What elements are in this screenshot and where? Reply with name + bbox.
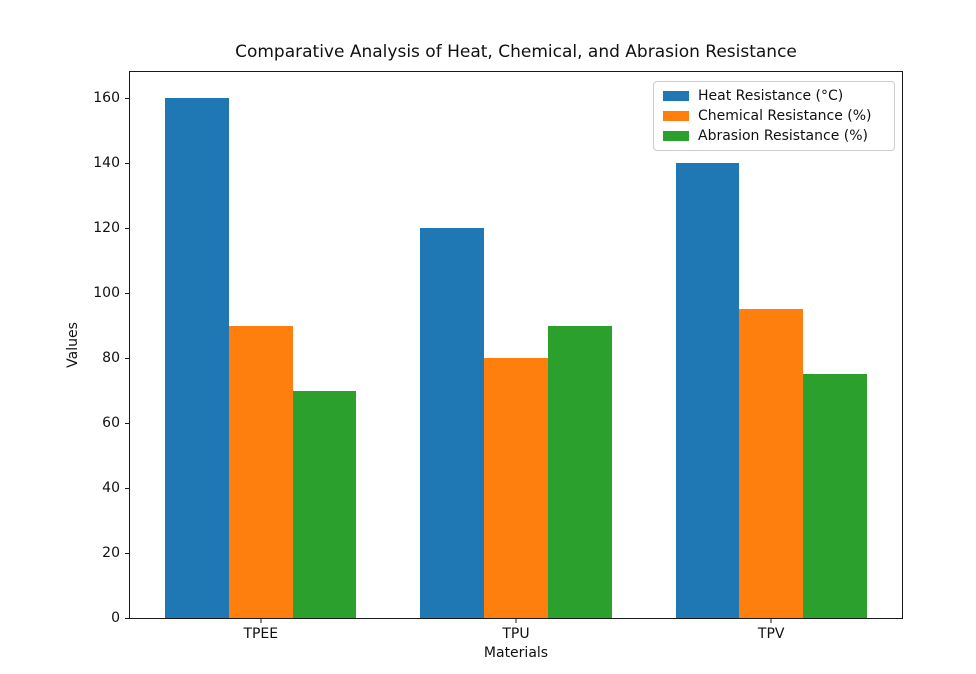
bar-heat-tpv <box>675 163 740 618</box>
x-tick-label-tpee: TPEE <box>243 626 279 642</box>
y-tick-label-20: 20 <box>102 545 120 561</box>
y-tick-label-140: 140 <box>93 155 120 171</box>
legend-label-chemical: Chemical Resistance (%) <box>698 108 872 124</box>
legend-item-chemical: Chemical Resistance (%) <box>663 109 885 123</box>
plot-area: 0 20 40 60 80 100 120 140 160 TPEE TPU TPV <box>93 71 903 641</box>
y-axis-label: Values <box>65 322 81 368</box>
legend-label-heat: Heat Resistance (°C) <box>698 88 844 104</box>
y-tick-label-60: 60 <box>102 415 120 431</box>
y-tick-label-100: 100 <box>93 285 120 301</box>
y-tick-mark-60 <box>125 422 130 424</box>
x-tick-label-tpu: TPU <box>502 626 530 642</box>
y-tick-mark-120 <box>125 227 130 229</box>
x-tick-mark-tpv <box>770 618 772 623</box>
y-tick-mark-0 <box>125 617 130 619</box>
y-tick-label-0: 0 <box>111 610 120 626</box>
y-tick-mark-40 <box>125 487 130 489</box>
y-tick-mark-140 <box>125 162 130 164</box>
y-tick-mark-80 <box>125 357 130 359</box>
y-tick-mark-160 <box>125 97 130 99</box>
y-tick-label-40: 40 <box>102 480 120 496</box>
legend-item-heat: Heat Resistance (°C) <box>663 89 885 103</box>
legend: Heat Resistance (°C) Chemical Resistance… <box>653 81 895 151</box>
bar-heat-tpee <box>165 98 229 618</box>
legend-swatch-heat <box>663 91 689 101</box>
y-tick-mark-20 <box>125 552 130 554</box>
x-tick-mark-tpu <box>515 618 517 623</box>
bar-chemical-tpu <box>484 358 548 618</box>
bar-abrasion-tpv <box>803 374 867 618</box>
x-tick-mark-tpee <box>260 618 262 623</box>
bar-abrasion-tpee <box>292 390 357 618</box>
bar-chemical-tpee <box>228 325 293 618</box>
bar-abrasion-tpu <box>547 325 612 618</box>
legend-label-abrasion: Abrasion Resistance (%) <box>698 128 868 144</box>
legend-swatch-chemical <box>663 111 689 121</box>
y-tick-label-80: 80 <box>102 350 120 366</box>
x-tick-label-tpv: TPV <box>757 626 785 642</box>
x-axis-label: Materials <box>483 645 549 661</box>
legend-swatch-abrasion <box>663 131 689 141</box>
y-tick-mark-100 <box>125 292 130 294</box>
y-tick-label-160: 160 <box>93 90 120 106</box>
y-tick-label-120: 120 <box>93 220 120 236</box>
bar-chemical-tpv <box>739 309 804 618</box>
bar-heat-tpu <box>420 228 485 618</box>
legend-item-abrasion: Abrasion Resistance (%) <box>663 129 885 143</box>
chart-title: Comparative Analysis of Heat, Chemical, … <box>235 42 797 62</box>
